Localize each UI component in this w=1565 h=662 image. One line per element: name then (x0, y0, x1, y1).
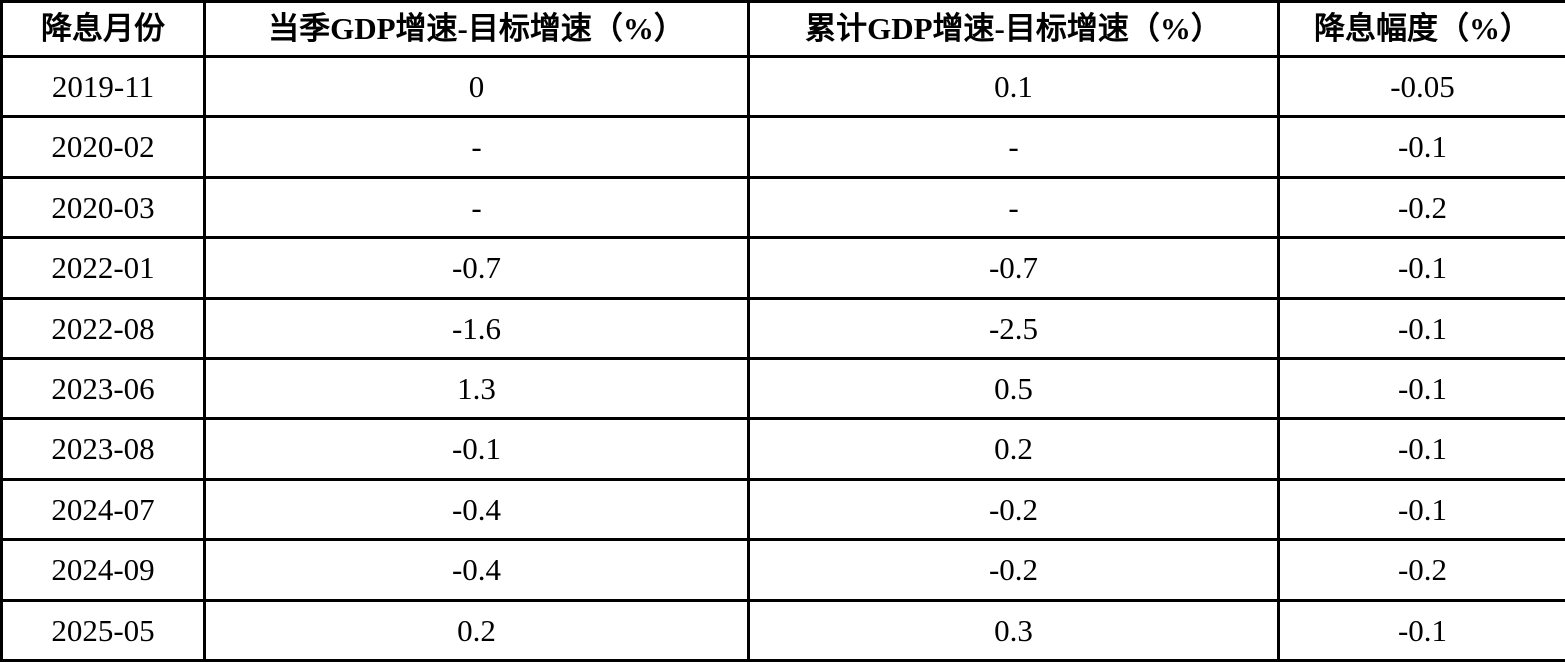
cell-month: 2020-02 (0, 115, 206, 179)
cell-cumulative-gdp-gap: -0.7 (747, 236, 1280, 300)
cell-quarter-gdp-gap: -0.4 (203, 538, 750, 602)
cell-month: 2024-09 (0, 538, 206, 602)
table-row: 2023-06 1.3 0.5 -0.1 (0, 356, 1565, 421)
cell-cut-size: -0.05 (1277, 54, 1565, 119)
cell-quarter-gdp-gap: 0 (203, 54, 750, 119)
cell-cumulative-gdp-gap: 0.5 (747, 356, 1280, 421)
cell-month: 2022-01 (0, 236, 206, 300)
cell-quarter-gdp-gap: - (203, 175, 750, 240)
table-row: 2024-07 -0.4 -0.2 -0.1 (0, 477, 1565, 542)
cell-cumulative-gdp-gap: 0.2 (747, 417, 1280, 481)
cell-month: 2020-03 (0, 175, 206, 240)
table-row: 2022-01 -0.7 -0.7 -0.1 (0, 236, 1565, 300)
cell-month: 2025-05 (0, 598, 206, 662)
table-row: 2020-03 - - -0.2 (0, 175, 1565, 240)
table-row: 2025-05 0.2 0.3 -0.1 (0, 598, 1565, 662)
cell-quarter-gdp-gap: - (203, 115, 750, 179)
cell-month: 2023-06 (0, 356, 206, 421)
cell-month: 2023-08 (0, 417, 206, 481)
column-header-quarter-gdp-gap: 当季GDP增速-目标增速（%） (203, 0, 750, 58)
cell-cut-size: -0.1 (1277, 477, 1565, 542)
cell-cut-size: -0.2 (1277, 538, 1565, 602)
cell-month: 2024-07 (0, 477, 206, 542)
cell-cut-size: -0.1 (1277, 236, 1565, 300)
table-row: 2024-09 -0.4 -0.2 -0.2 (0, 538, 1565, 602)
cell-cumulative-gdp-gap: -0.2 (747, 477, 1280, 542)
cell-cumulative-gdp-gap: 0.3 (747, 598, 1280, 662)
cell-quarter-gdp-gap: -0.1 (203, 417, 750, 481)
table-row: 2020-02 - - -0.1 (0, 115, 1565, 179)
column-header-cumulative-gdp-gap: 累计GDP增速-目标增速（%） (747, 0, 1280, 58)
cell-cumulative-gdp-gap: 0.1 (747, 54, 1280, 119)
cell-cut-size: -0.1 (1277, 115, 1565, 179)
cell-month: 2022-08 (0, 296, 206, 360)
cell-quarter-gdp-gap: 1.3 (203, 356, 750, 421)
cell-quarter-gdp-gap: -1.6 (203, 296, 750, 360)
cell-quarter-gdp-gap: 0.2 (203, 598, 750, 662)
table-header-row: 降息月份 当季GDP增速-目标增速（%） 累计GDP增速-目标增速（%） 降息幅… (0, 0, 1565, 58)
column-header-month: 降息月份 (0, 0, 206, 58)
cell-quarter-gdp-gap: -0.7 (203, 236, 750, 300)
cell-cut-size: -0.2 (1277, 175, 1565, 240)
table-row: 2023-08 -0.1 0.2 -0.1 (0, 417, 1565, 481)
cell-cut-size: -0.1 (1277, 598, 1565, 662)
cell-cumulative-gdp-gap: - (747, 115, 1280, 179)
table-row: 2022-08 -1.6 -2.5 -0.1 (0, 296, 1565, 360)
cell-cut-size: -0.1 (1277, 356, 1565, 421)
cell-cut-size: -0.1 (1277, 296, 1565, 360)
cell-month: 2019-11 (0, 54, 206, 119)
cell-cut-size: -0.1 (1277, 417, 1565, 481)
cell-cumulative-gdp-gap: - (747, 175, 1280, 240)
cell-cumulative-gdp-gap: -2.5 (747, 296, 1280, 360)
cell-quarter-gdp-gap: -0.4 (203, 477, 750, 542)
table-row: 2019-11 0 0.1 -0.05 (0, 54, 1565, 119)
column-header-cut-size: 降息幅度（%） (1277, 0, 1565, 58)
cell-cumulative-gdp-gap: -0.2 (747, 538, 1280, 602)
